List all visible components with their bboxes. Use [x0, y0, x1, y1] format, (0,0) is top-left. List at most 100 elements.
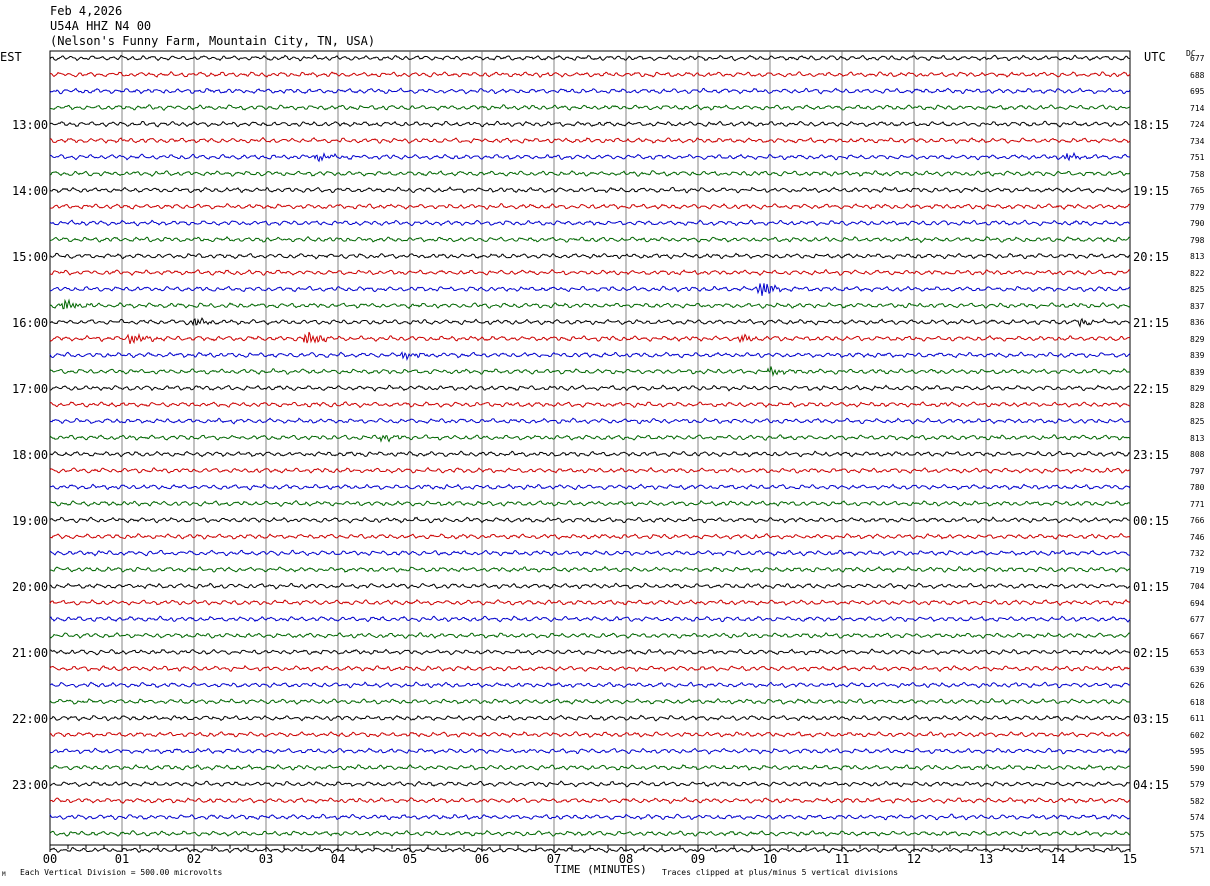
- trace-row: [49, 298, 1131, 310]
- dc-offset-label: 571: [1190, 846, 1205, 855]
- x-tick-label: 11: [835, 852, 849, 866]
- right-hour-label: 02:15: [1133, 646, 1170, 660]
- dc-offset-label: 694: [1190, 598, 1205, 608]
- dc-offset-label: 732: [1190, 549, 1205, 558]
- right-hour-label: 18:15: [1133, 118, 1170, 132]
- trace-row: [49, 813, 1131, 821]
- x-tick-label: 09: [691, 852, 705, 866]
- right-hour-label: 19:15: [1133, 184, 1170, 198]
- left-timezone-label: EST: [0, 50, 22, 64]
- trace-row: [49, 466, 1131, 475]
- dc-offset-label: 825: [1190, 285, 1205, 294]
- trace-row: [49, 120, 1131, 128]
- trace-row: [49, 151, 1131, 163]
- trace-row: [49, 681, 1131, 689]
- left-hour-label: 18:00: [12, 448, 49, 462]
- right-timezone-label: UTC: [1144, 50, 1166, 64]
- left-hour-label: 20:00: [12, 580, 49, 594]
- dc-offset-label: 765: [1190, 186, 1205, 195]
- trace-row: [49, 170, 1131, 177]
- x-tick-label: 06: [475, 852, 489, 866]
- right-hour-label: 23:15: [1133, 448, 1170, 462]
- dc-offset-label: 714: [1190, 103, 1205, 113]
- trace-row: [49, 268, 1131, 277]
- x-axis-ticks: 00 01 02 03 04 05 06 07 08 09 10 11 12 13 14 15: [43, 845, 1137, 866]
- trace-row: [49, 697, 1131, 705]
- dc-offset-label: 822: [1190, 268, 1205, 278]
- dc-offset-header: DC: [1186, 49, 1196, 58]
- dc-offset-label: 639: [1190, 664, 1205, 674]
- scale-note: Each Vertical Division = 500.00 microvol…: [20, 868, 223, 877]
- trace-row: [49, 331, 1131, 345]
- trace-row: [49, 483, 1131, 491]
- x-tick-label: 04: [331, 852, 345, 866]
- right-hour-label: 03:15: [1133, 712, 1170, 726]
- trace-row: [49, 434, 1131, 443]
- x-tick-label: 12: [907, 852, 921, 866]
- trace-row: [49, 664, 1131, 673]
- dc-offset-label: 825: [1190, 417, 1205, 426]
- dc-offset-label: 704: [1190, 582, 1205, 591]
- left-hour-label: 17:00: [12, 382, 49, 396]
- x-tick-label: 13: [979, 852, 993, 866]
- x-tick-label: 15: [1123, 852, 1137, 866]
- dc-offset-label: 758: [1190, 169, 1205, 179]
- trace-row: [49, 632, 1131, 639]
- trace-row: [49, 366, 1131, 377]
- dc-offset-label: 836: [1190, 318, 1205, 327]
- right-hour-label: 22:15: [1133, 382, 1170, 396]
- right-hour-label: 20:15: [1133, 250, 1170, 264]
- right-hour-label: 21:15: [1133, 316, 1170, 330]
- trace-row: [49, 582, 1131, 590]
- x-tick-label: 01: [115, 852, 129, 866]
- dc-offset-label: 695: [1190, 87, 1205, 96]
- trace-row: [49, 219, 1131, 227]
- dc-offset-label: 779: [1190, 202, 1205, 212]
- trace-row: [49, 763, 1131, 771]
- trace-row: [49, 747, 1131, 755]
- dc-offset-label: 724: [1190, 120, 1205, 129]
- x-tick-label: 05: [403, 852, 417, 866]
- trace-row: [49, 317, 1131, 328]
- dc-offset-label: 790: [1190, 219, 1205, 228]
- dc-offset-label: 751: [1190, 153, 1205, 162]
- dc-offset-label: 574: [1190, 813, 1205, 822]
- dc-offset-label: 667: [1190, 631, 1205, 641]
- left-hour-label: 13:00: [12, 118, 49, 132]
- trace-row: [49, 731, 1131, 739]
- trace-row: [49, 797, 1131, 805]
- left-hour-label: 22:00: [12, 712, 49, 726]
- dc-offset-label: 797: [1190, 466, 1205, 476]
- dc-offset-label: 582: [1190, 796, 1205, 806]
- left-hour-label: 15:00: [12, 250, 49, 264]
- dc-offset-label: 828: [1190, 400, 1205, 410]
- dc-offset-label: 719: [1190, 565, 1205, 575]
- trace-row: [49, 236, 1131, 244]
- trace-row: [49, 104, 1131, 111]
- trace-row: [49, 384, 1131, 392]
- trace-row: [49, 516, 1131, 524]
- dc-offset-label: 626: [1190, 681, 1205, 690]
- dc-offset-label: 590: [1190, 763, 1205, 773]
- trace-row: [49, 450, 1131, 458]
- dc-offset-label: 837: [1190, 301, 1205, 311]
- trace-row: [49, 54, 1131, 62]
- dc-offset-label: 602: [1190, 730, 1205, 740]
- dc-offset-label: 579: [1190, 780, 1205, 789]
- dc-offset-label: 839: [1190, 367, 1205, 377]
- plot-frame: [49, 50, 1131, 846]
- right-hour-label: 00:15: [1133, 514, 1170, 528]
- plot-date: Feb 4,2026: [50, 4, 123, 18]
- trace-row: [49, 565, 1131, 573]
- clip-note: Traces clipped at plus/minus 5 vertical …: [662, 868, 899, 877]
- dc-offset-label: 780: [1190, 483, 1205, 492]
- dc-offset-label: 766: [1190, 516, 1205, 525]
- trace-row: [49, 136, 1131, 144]
- time-gridlines: [49, 50, 1131, 846]
- trace-row: [49, 401, 1131, 409]
- left-hour-label: 14:00: [12, 184, 49, 198]
- x-tick-label: 08: [619, 852, 633, 866]
- right-hour-label: 01:15: [1133, 580, 1170, 594]
- dc-offset-label: 746: [1190, 532, 1205, 542]
